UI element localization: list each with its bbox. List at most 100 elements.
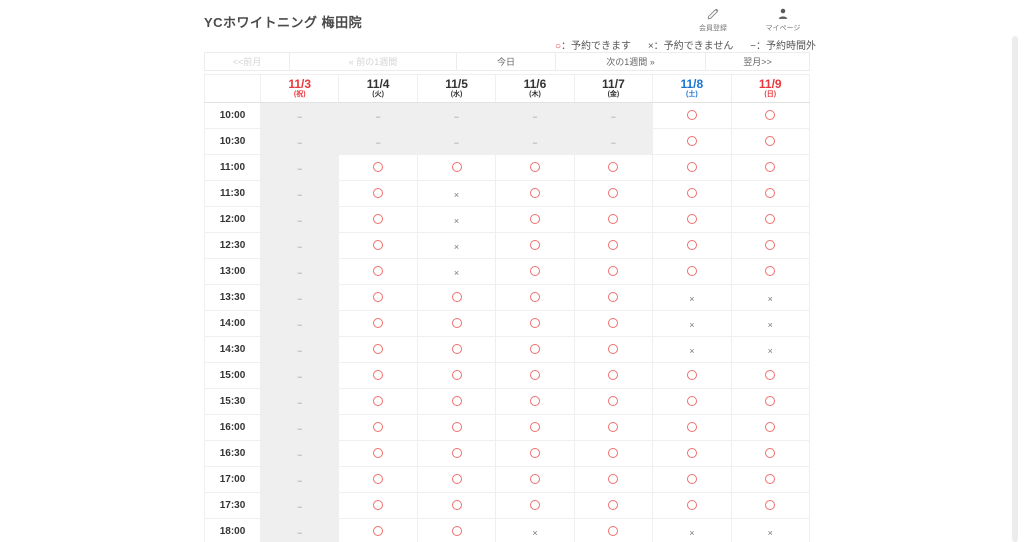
time-label: 11:00 (204, 154, 261, 181)
slot-available[interactable] (416, 336, 497, 363)
slot-available[interactable] (416, 362, 497, 389)
slot-available[interactable] (416, 414, 497, 441)
slot-available[interactable] (338, 180, 418, 207)
slot-available[interactable] (652, 414, 732, 441)
slot-available[interactable] (573, 258, 654, 285)
slot-available[interactable] (338, 284, 418, 311)
slot-available[interactable] (573, 206, 654, 233)
slot-available[interactable] (338, 388, 418, 415)
slot-available[interactable] (573, 414, 654, 441)
available-circle-icon (529, 292, 540, 303)
slot-available[interactable] (495, 310, 575, 337)
slot-available[interactable] (495, 362, 575, 389)
slot-available[interactable] (730, 154, 811, 181)
slot-available[interactable] (416, 154, 497, 181)
unavailable-x-icon: × (453, 189, 460, 200)
slot-available[interactable] (416, 310, 497, 337)
slot-available[interactable] (338, 336, 418, 363)
slot-available[interactable] (652, 492, 732, 519)
slot-available[interactable] (495, 414, 575, 441)
slot-available[interactable] (338, 154, 418, 181)
slot-available[interactable] (573, 518, 654, 542)
slot-available[interactable] (730, 258, 811, 285)
slot-available[interactable] (495, 206, 575, 233)
unavailable-x-icon: × (767, 319, 773, 330)
slot-available[interactable] (652, 154, 732, 181)
slot-available[interactable] (338, 440, 418, 467)
slot-available[interactable] (652, 258, 732, 285)
slot-available[interactable] (573, 310, 654, 337)
slot-available[interactable] (573, 284, 654, 311)
slot-available[interactable] (730, 492, 811, 519)
slot-available[interactable] (573, 492, 654, 519)
mypage-button[interactable]: マイページ (760, 7, 806, 33)
slot-available[interactable] (730, 232, 811, 259)
slot-available[interactable] (495, 492, 575, 519)
slot-available[interactable] (495, 180, 575, 207)
time-label: 11:30 (204, 180, 261, 207)
slot-available[interactable] (652, 128, 732, 155)
slot-available[interactable] (730, 102, 811, 129)
slot-available[interactable] (338, 310, 418, 337)
slot-closed: − (259, 310, 340, 337)
slot-available[interactable] (338, 518, 418, 542)
slot-available[interactable] (573, 232, 654, 259)
slot-available[interactable] (338, 492, 418, 519)
slot-available[interactable] (495, 440, 575, 467)
slot-available[interactable] (338, 206, 418, 233)
slot-available[interactable] (338, 258, 418, 285)
slot-available[interactable] (495, 154, 575, 181)
slot-available[interactable] (573, 362, 654, 389)
slot-available[interactable] (416, 440, 497, 467)
slot-available[interactable] (652, 206, 732, 233)
slot-available[interactable] (652, 180, 732, 207)
slot-available[interactable] (573, 154, 654, 181)
available-circle-icon (451, 396, 462, 407)
slot-available[interactable] (416, 518, 497, 542)
slot-available[interactable] (495, 336, 575, 363)
prev-week-button[interactable]: « 前の1週間 (290, 52, 457, 71)
slot-available[interactable] (495, 232, 575, 259)
slot-available[interactable] (573, 466, 654, 493)
slot-available[interactable] (573, 440, 654, 467)
slot-available[interactable] (573, 180, 654, 207)
slot-available[interactable] (730, 414, 811, 441)
prev-month-button[interactable]: <<前月 (204, 52, 290, 71)
slot-available[interactable] (652, 362, 732, 389)
slot-available[interactable] (652, 440, 732, 467)
next-week-button[interactable]: 次の1週間 » (556, 52, 706, 71)
slot-available[interactable] (730, 206, 811, 233)
slot-available[interactable] (652, 466, 732, 493)
slot-available[interactable] (573, 336, 654, 363)
slot-available[interactable] (730, 440, 811, 467)
slot-available[interactable] (495, 284, 575, 311)
slot-available[interactable] (495, 388, 575, 415)
next-month-button[interactable]: 翌月>> (706, 52, 810, 71)
page-title: YCホワイトニング 梅田院 (204, 15, 363, 30)
available-circle-icon (686, 188, 697, 199)
slot-available[interactable] (338, 466, 418, 493)
slot-available[interactable] (416, 388, 497, 415)
time-row: 13:00 − × (204, 258, 811, 285)
slot-available[interactable] (730, 180, 811, 207)
slot-available[interactable] (652, 388, 732, 415)
slot-available[interactable] (416, 284, 497, 311)
slot-available[interactable] (495, 258, 575, 285)
slot-available[interactable] (730, 466, 811, 493)
slot-available[interactable] (338, 362, 418, 389)
today-button[interactable]: 今日 (457, 52, 556, 71)
slot-available[interactable] (573, 388, 654, 415)
register-button[interactable]: 会員登録 (690, 7, 736, 33)
slot-available[interactable] (416, 492, 497, 519)
slot-available[interactable] (730, 362, 811, 389)
available-circle-icon (373, 214, 384, 225)
slot-available[interactable] (652, 102, 732, 129)
scrollbar[interactable] (1012, 36, 1018, 542)
slot-available[interactable] (730, 128, 811, 155)
slot-available[interactable] (495, 466, 575, 493)
slot-available[interactable] (338, 414, 418, 441)
slot-available[interactable] (652, 232, 732, 259)
slot-available[interactable] (730, 388, 811, 415)
slot-available[interactable] (416, 466, 497, 493)
slot-available[interactable] (338, 232, 418, 259)
